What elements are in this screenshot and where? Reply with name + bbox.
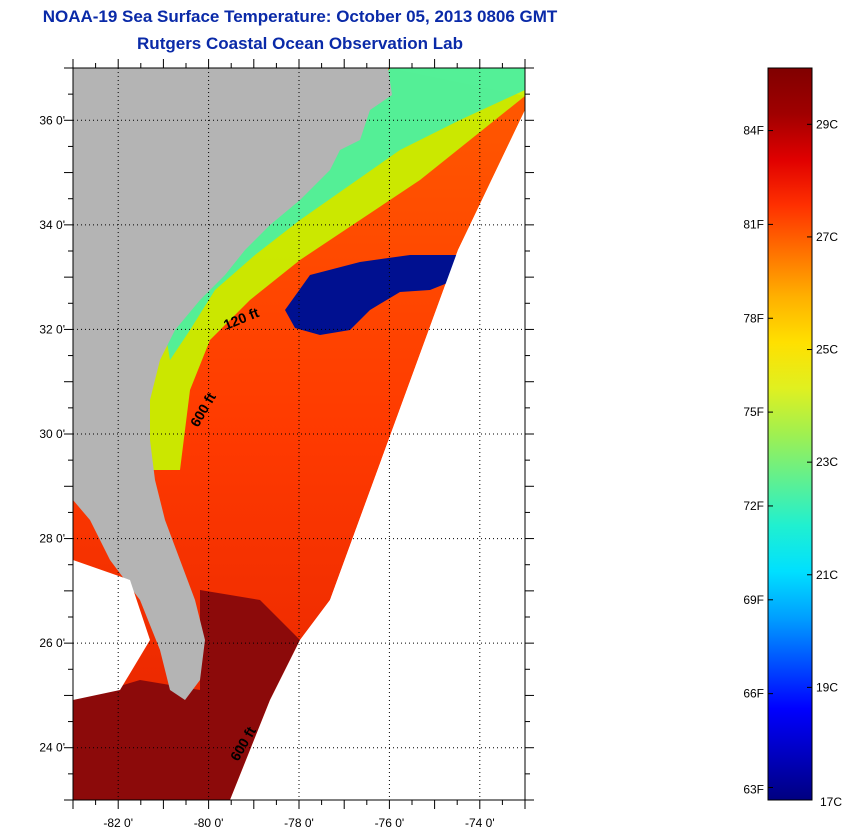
- lat-label: 36 0': [39, 113, 65, 127]
- fahrenheit-label: 84F: [743, 124, 764, 138]
- lat-label: 30 0': [39, 427, 65, 441]
- colorbar-labels: 29C 27C 25C 23C 21C 19C 17C 84F 81F 78F 75F 72F 69F 6…: [743, 117, 842, 809]
- longitude-labels: -82 0' -80 0' -78 0' -76 0' -74 0': [103, 816, 494, 830]
- celsius-label: 21C: [816, 568, 838, 582]
- land-mass: [73, 68, 392, 700]
- fahrenheit-label: 78F: [743, 311, 764, 325]
- lat-label: 32 0': [39, 322, 65, 336]
- map-subtitle: Rutgers Coastal Ocean Observation Lab: [137, 34, 463, 53]
- map-title: NOAA-19 Sea Surface Temperature: October…: [42, 7, 558, 26]
- lat-label: 28 0': [39, 532, 65, 546]
- fahrenheit-label: 72F: [743, 499, 764, 513]
- lon-label: -74 0': [465, 816, 495, 830]
- lat-label: 24 0': [39, 741, 65, 755]
- lat-label: 34 0': [39, 218, 65, 232]
- graticule: [73, 68, 525, 800]
- nearshore-cool-band: [150, 68, 525, 470]
- fahrenheit-label: 63F: [743, 782, 764, 796]
- celsius-label: 27C: [816, 230, 838, 244]
- colorbar-ticks: [768, 123, 812, 801]
- lon-label: -80 0': [194, 816, 224, 830]
- celsius-label: 25C: [816, 343, 838, 357]
- fahrenheit-label: 81F: [743, 217, 764, 231]
- cold-water-patch: [285, 255, 460, 335]
- lon-label: -78 0': [284, 816, 314, 830]
- no-data-region: [230, 110, 525, 800]
- axis-ticks: [64, 59, 534, 809]
- celsius-label: 23C: [816, 455, 838, 469]
- fahrenheit-label: 66F: [743, 687, 764, 701]
- latitude-labels: 36 0' 34 0' 32 0' 30 0' 28 0' 26 0' 24 0': [39, 113, 65, 754]
- celsius-label: 17C: [820, 795, 842, 809]
- celsius-label: 19C: [816, 680, 838, 694]
- lon-label: -76 0': [375, 816, 405, 830]
- lat-label: 26 0': [39, 636, 65, 650]
- lon-label: -82 0': [103, 816, 133, 830]
- cloud-patch: [73, 560, 150, 700]
- fahrenheit-label: 75F: [743, 405, 764, 419]
- fahrenheit-label: 69F: [743, 593, 764, 607]
- celsius-label: 29C: [816, 117, 838, 131]
- colorbar: [767, 67, 813, 801]
- nearshore-cyan-band: [160, 68, 525, 360]
